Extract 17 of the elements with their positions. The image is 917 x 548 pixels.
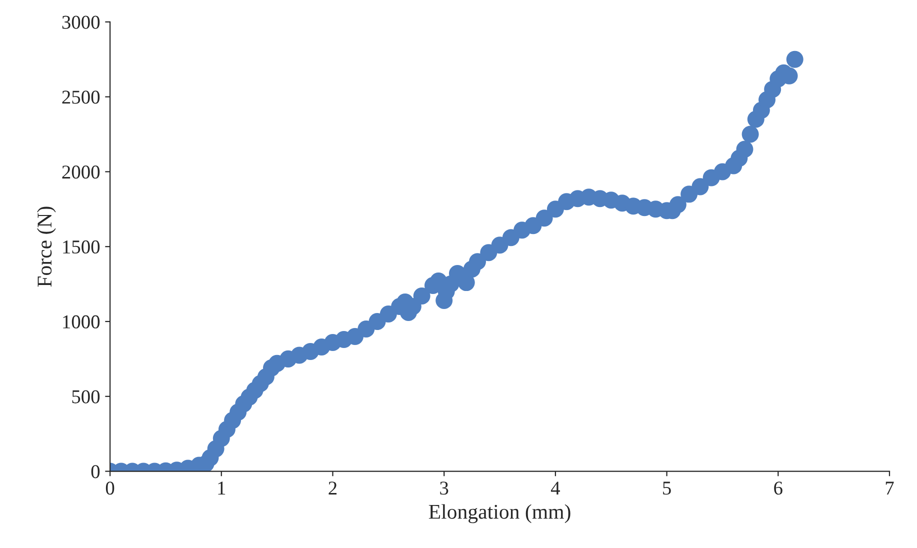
y-tick-label: 0 [91,465,100,478]
x-tick-label: 2 [328,482,337,494]
x-axis-title: Elongation (mm) [428,504,570,524]
y-axis-title: Force (N) [36,206,56,287]
y-tick-label: 2000 [62,166,100,179]
y-tick-label: 2500 [62,90,100,104]
y-tick-label: 1500 [63,240,100,254]
x-tick-label: 4 [550,482,560,494]
y-tick-label: 500 [72,390,100,404]
x-tick-label: 7 [886,482,894,494]
x-tick-label: 1 [218,482,226,494]
y-tick-label: 3000 [62,16,100,29]
x-tick-label: 5 [663,482,671,495]
x-tick-label: 3 [440,482,448,495]
y-tick-label: 1000 [63,315,100,328]
x-tick-label: 0 [106,482,114,495]
x-tick-label: 6 [774,482,782,495]
